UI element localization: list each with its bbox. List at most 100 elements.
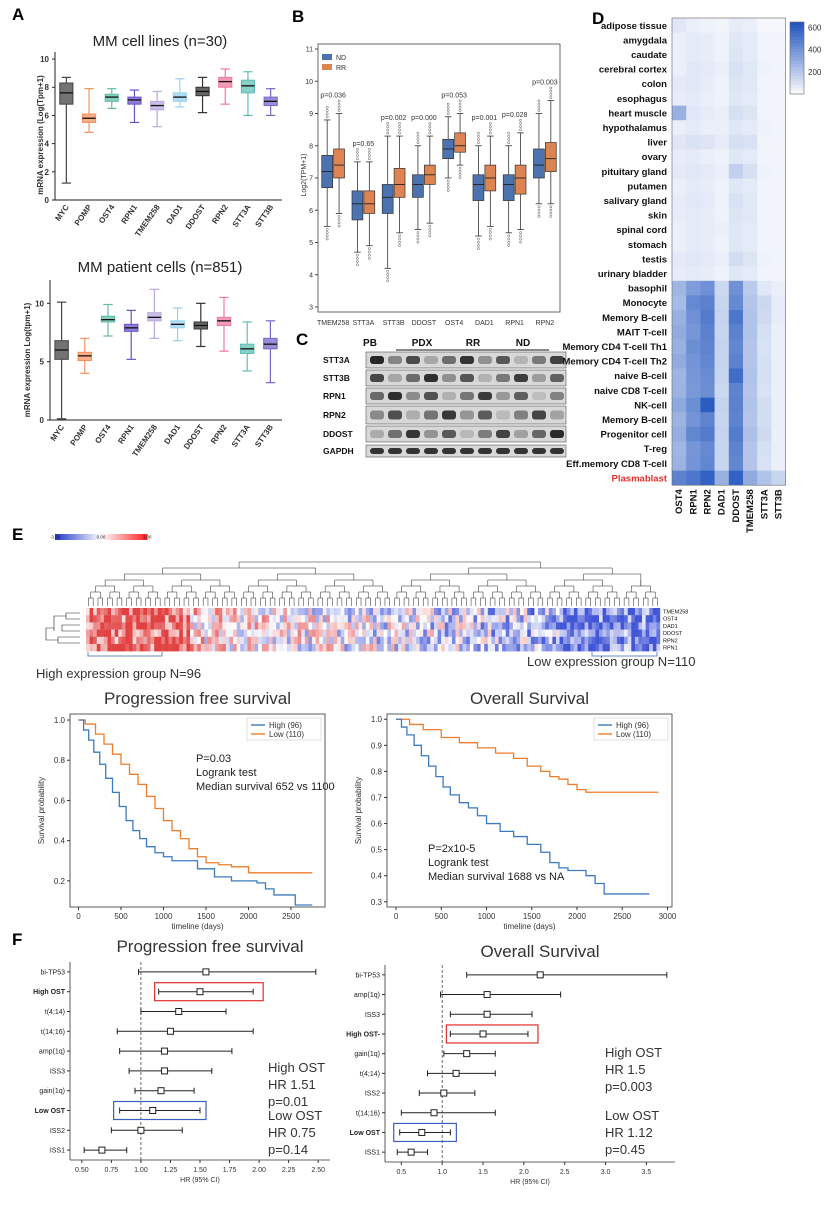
dendrogram-branch [224,591,235,598]
outlier-point [507,131,511,135]
heat-cell [771,149,786,165]
cluster-cell [631,629,636,637]
dendrogram-branch [257,579,297,586]
cluster-cell [251,622,255,630]
heat-cell [686,61,701,77]
outlier-point [488,237,492,241]
x-tick-label: POMP [73,202,94,227]
cluster-cell [469,644,474,652]
heat-cell [714,280,730,296]
blot-row-label: GAPDH [323,446,354,456]
cluster-cell [168,608,173,616]
cluster-cell [555,644,560,652]
cluster-heatmap: -3.00 0.00 3.00TMEM258OST4DAD1DDOSTRPN2RPN… [36,534,696,681]
cluster-cell [294,629,298,637]
outlier-point [537,109,541,112]
dendrogram-branch [623,597,630,606]
heat-cell [672,18,687,33]
blot-band [388,448,402,454]
cluster-cell [613,629,618,637]
outlier-point [477,135,480,138]
cluster-cell [380,622,384,630]
heat-cell [771,412,786,428]
heat-cell [743,120,758,136]
panel-a-label: A [12,5,24,24]
cluster-cell [193,636,198,645]
panel-d: D adipose tissueamygdalacaudatecerebral … [562,9,821,533]
heat-cell [714,222,730,238]
cluster-cell [498,629,503,637]
cluster-cell [405,629,410,637]
heat-cell [700,412,715,428]
cluster-cell [86,636,90,645]
cluster-cell [86,622,90,630]
dendrogram-branch [298,597,304,606]
cluster-cell [638,644,643,652]
dendrogram-branch [592,585,613,592]
cluster-cell [229,615,234,623]
x-tick-label: RPN1 [505,320,524,327]
cluster-cell [146,615,151,623]
km-curve-low [396,718,659,793]
heat-cell [757,368,772,384]
forest-row-label: ISS2 [50,1128,65,1135]
cluster-cell [408,608,413,616]
heat-cell [757,120,772,136]
cluster-cell [448,629,453,637]
cluster-cell [649,622,654,630]
cluster-cell [103,608,108,616]
cluster-cell [132,629,137,637]
cluster-cell [118,622,123,630]
cluster-cell [100,622,105,630]
outlier-point [367,250,371,254]
cluster-cell [624,615,628,623]
cluster-cell [645,622,650,630]
cluster-cell [570,644,575,652]
dendrogram-branch [509,597,515,606]
heat-cell [757,178,772,194]
heat-cell [672,353,687,369]
cluster-cell [401,644,406,652]
hr-marker [536,971,544,979]
cluster-cell [509,622,514,630]
heat-cell [757,105,772,121]
heat-cell [757,295,772,311]
colorbar-step [790,70,804,74]
cluster-cell [261,622,266,630]
blot-band [496,410,510,420]
outlier-point [507,234,511,238]
cluster-cell [96,644,101,652]
cluster-cell [401,622,406,630]
colorbar-step [790,52,804,56]
box-ost4 [104,93,119,102]
cluster-cell [243,644,248,652]
cluster-cell [337,644,341,652]
cluster-cell [186,644,191,652]
cluster-cell [387,608,392,616]
cluster-cell [412,629,417,637]
cluster-cell [631,636,636,645]
heat-cell [672,441,687,457]
row-label: pituitary gland [602,167,668,178]
dendrogram-branch [107,597,113,606]
cluster-cell [89,622,94,630]
heat-cell [700,383,715,398]
heat-cell [700,397,715,413]
cluster-cell [599,615,603,623]
dendrogram-branch [403,597,410,606]
hr-marker [463,1050,471,1058]
cluster-cell [272,622,277,630]
cluster-cell [362,644,367,652]
dendrogram-branch [320,591,331,598]
cluster-cell [312,615,316,623]
x-tick-label: OST4 [93,423,113,446]
cluster-cell [114,636,119,645]
cluster-cell [182,629,187,637]
outlier-point [446,109,450,112]
x-tick-label: 500 [435,912,449,921]
cluster-cell [548,622,553,630]
cluster-cell [286,636,291,645]
cluster-cell [103,615,108,623]
cluster-cell [627,608,632,616]
outlier-point [428,228,432,231]
